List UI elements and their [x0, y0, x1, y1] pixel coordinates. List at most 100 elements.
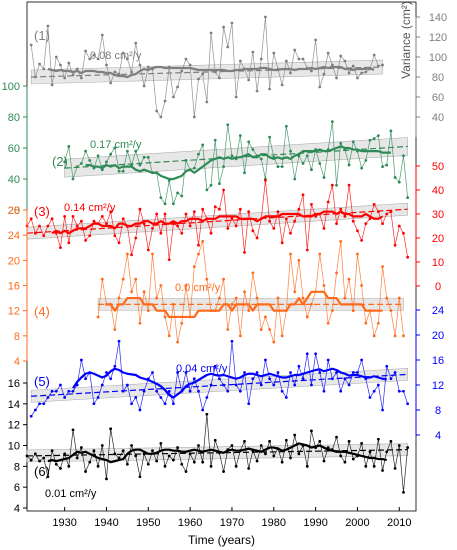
panel-6-point: [259, 444, 263, 447]
panel-5-point: [335, 371, 338, 374]
panel-6-point: [167, 454, 171, 458]
panel-1-point: [50, 83, 54, 87]
panel-3-point: [360, 239, 364, 242]
panel-5-point: [84, 377, 87, 381]
panel-5-point: [159, 396, 163, 399]
panel-1-point: [339, 54, 343, 58]
panel-4-point: [163, 315, 167, 319]
panel-5-point: [142, 389, 146, 393]
panel-5-point: [92, 402, 96, 406]
panel-1-point: [96, 57, 100, 61]
panel-3-tick-label: 20: [432, 233, 444, 245]
panel-5-point: [347, 383, 351, 387]
panel-2-tick-label: 80: [8, 112, 20, 124]
panel-1-point: [322, 72, 326, 76]
panel-6-point: [347, 439, 351, 443]
panel-4-point: [243, 290, 246, 294]
panel-4-point: [159, 284, 163, 287]
panel-1-point: [84, 49, 87, 53]
panel-1-rate: 0.08 cm²/y: [90, 50, 142, 62]
panel-3-point: [84, 239, 87, 242]
panel-2-point: [372, 137, 376, 141]
panel-5-point: [121, 389, 125, 393]
panel-4-point: [134, 277, 138, 281]
panel-2-point: [117, 169, 121, 173]
panel-1-tick-label: 80: [432, 72, 444, 84]
panel-3-point: [335, 222, 338, 226]
panel-3-point: [268, 219, 272, 223]
panel-4-point: [280, 334, 284, 338]
panel-6-point: [188, 452, 192, 456]
panel-5-point: [176, 371, 179, 374]
panel-1-point: [213, 70, 217, 74]
panel-4-point: [259, 328, 263, 331]
panel-3-point: [284, 217, 288, 221]
panel-3-point: [301, 193, 305, 197]
panel-2-point: [184, 159, 188, 162]
panel-6-point: [151, 449, 154, 453]
panel-4-point: [381, 265, 384, 269]
panel-2-point: [301, 162, 305, 165]
panel-1-point: [142, 84, 146, 88]
panel-2-tick-label: 100: [2, 81, 20, 93]
panel-6-point: [381, 469, 384, 472]
panel-2-point: [146, 155, 150, 159]
panel-3-point: [389, 210, 393, 214]
panel-3-point: [326, 200, 330, 204]
panel-6-point: [230, 444, 234, 447]
panel-3-point: [134, 236, 138, 240]
panel-3-point: [264, 179, 267, 182]
panel-6-point: [171, 458, 175, 462]
panel-3-point: [38, 224, 41, 228]
panel-2-rate: 0.17 cm²/y: [90, 139, 142, 151]
panel-3-tick-label: 50: [432, 161, 444, 173]
panel-6-point: [75, 456, 79, 460]
panel-3-point: [222, 188, 225, 192]
panel-4-point: [347, 277, 351, 281]
panel-3-point: [117, 241, 121, 245]
panel-5-point: [125, 383, 129, 387]
panel-2-point: [205, 188, 209, 192]
panel-4-point: [297, 258, 301, 262]
panel-3-point: [105, 222, 108, 226]
panel-6-point: [184, 470, 188, 473]
panel-2-point: [284, 124, 288, 128]
panel-3-point: [393, 243, 397, 247]
panel-1-point: [330, 63, 334, 67]
panel-6-point: [155, 459, 159, 463]
panel-3-point: [209, 231, 213, 235]
panel-5-point: [351, 371, 355, 374]
panel-3-tick-label: 30: [432, 209, 444, 221]
panel-3-point: [234, 224, 238, 228]
panel-3-tick-label: 10: [432, 257, 444, 269]
panel-6-point: [42, 456, 46, 460]
panel-5-point: [305, 352, 309, 356]
panel-2-point: [171, 202, 175, 206]
panel-2-point: [280, 165, 284, 169]
panel-4-point: [100, 277, 104, 281]
panel-3-point: [188, 224, 192, 228]
panel-1-point: [218, 76, 221, 80]
panel-3-point: [255, 236, 259, 240]
panel-5-point: [326, 358, 330, 362]
panel-2-point: [209, 183, 213, 187]
panel-3-point: [297, 207, 301, 211]
panel-1-point: [280, 83, 284, 87]
panel-2-point: [385, 163, 389, 167]
panel-1-point: [29, 43, 33, 47]
panel-1-point: [138, 63, 142, 67]
panel-2-point: [79, 162, 83, 165]
panel-4-point: [146, 309, 150, 313]
panel-2-point: [397, 180, 401, 184]
panel-1-point: [372, 53, 376, 57]
panel-4-point: [151, 252, 154, 256]
panel-3-point: [272, 227, 276, 230]
panel-6-point: [318, 439, 322, 443]
panel-2-point: [138, 163, 142, 167]
panel-5-point: [184, 371, 188, 374]
panel-5-point: [402, 389, 405, 393]
panel-6-point: [146, 462, 150, 466]
panel-6-rate: 0.01 cm²/y: [45, 488, 97, 500]
panel-2-point: [226, 123, 230, 127]
